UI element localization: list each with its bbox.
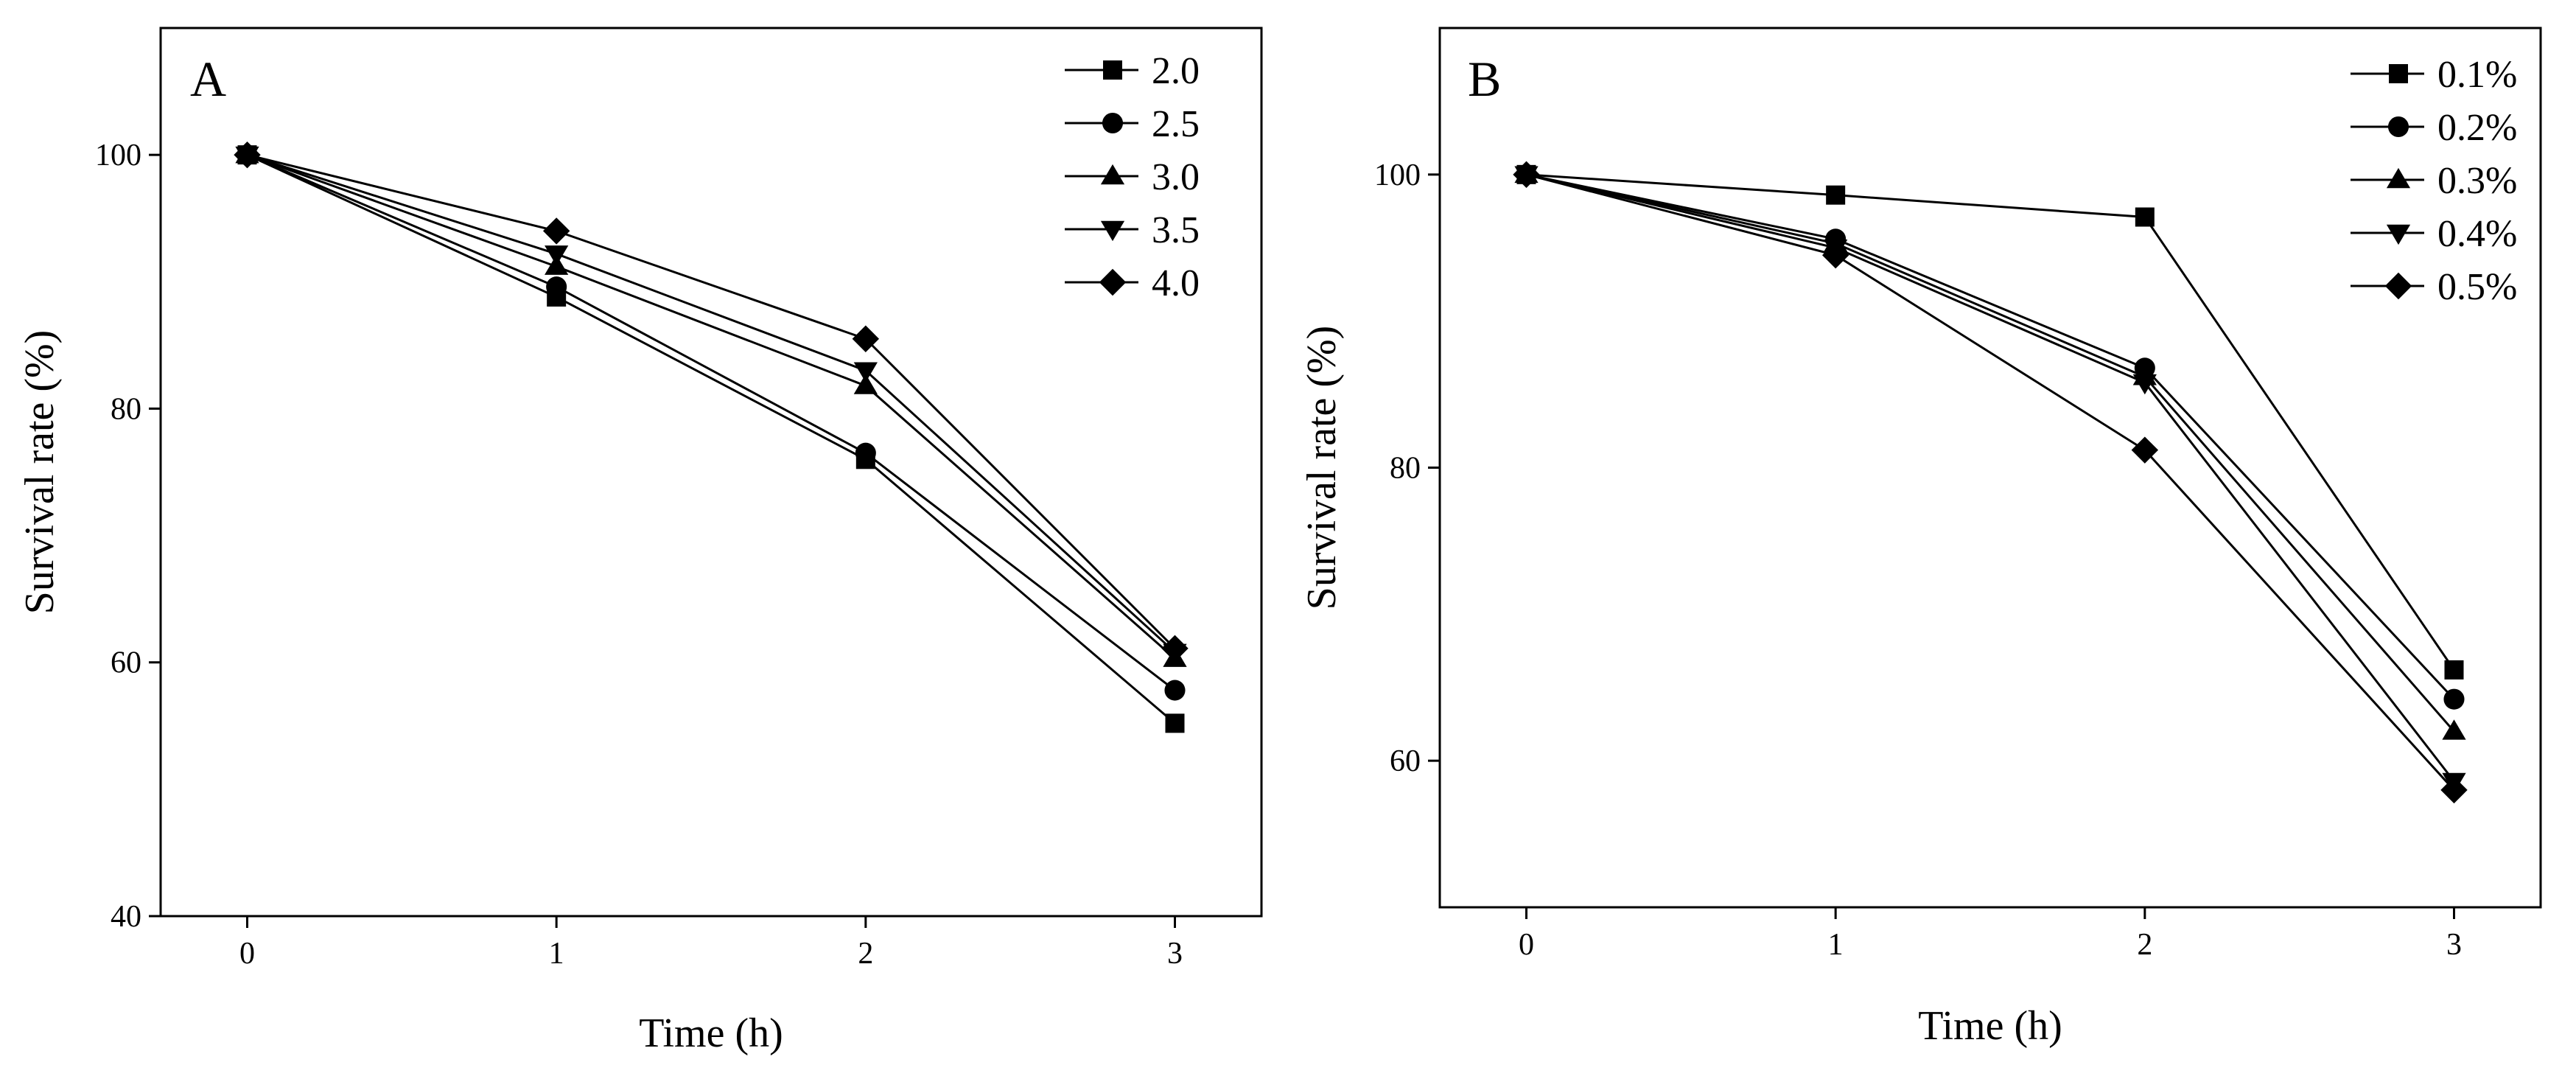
data-point-4-0 (852, 325, 880, 352)
panel-label: B (1468, 51, 1501, 107)
data-point-0-5- (1821, 241, 1849, 269)
series-line-0-4- (1526, 173, 2455, 782)
series-line-0-2- (1526, 173, 2455, 700)
legend-marker (2384, 272, 2412, 300)
data-point-0-5- (2440, 776, 2468, 804)
legend-marker (1102, 112, 1124, 134)
legend-label: 2.5 (1152, 103, 1200, 145)
data-point-0-1- (2135, 207, 2155, 227)
data-point-0-1- (1826, 185, 1846, 205)
data-point-3-0 (853, 374, 878, 394)
series-line-4-0 (247, 153, 1176, 649)
data-point-0-1- (2444, 660, 2464, 680)
data-point-2-5 (546, 276, 567, 298)
y-axis-label: Survival rate (%) (17, 330, 63, 615)
series-line-2-5 (246, 153, 1176, 691)
data-point-3-5 (545, 245, 569, 266)
legend-label: 2.0 (1152, 50, 1200, 92)
legend-marker (2389, 64, 2408, 83)
y-tick-label: 60 (111, 646, 141, 680)
data-point-4-0 (542, 217, 570, 245)
legend-marker (1103, 60, 1122, 80)
legend-marker (2387, 116, 2409, 138)
x-tick-label: 3 (1167, 937, 1183, 971)
data-point-0-4- (2132, 374, 2157, 395)
y-axis-label: Survival rate (%) (1299, 326, 1345, 610)
legend-label: 3.0 (1152, 156, 1200, 198)
legend-label: 0.5% (2437, 266, 2517, 308)
data-point-2-0 (1165, 713, 1185, 733)
data-point-0-5- (1513, 161, 1540, 189)
panel-label: A (190, 51, 226, 107)
x-tick-label: 3 (2446, 928, 2462, 962)
x-axis-label: Time (h) (1918, 1003, 2062, 1049)
y-tick-label: 100 (95, 139, 141, 172)
legend-marker (1100, 220, 1125, 242)
legend-marker (1099, 268, 1127, 296)
data-point-3-5 (853, 362, 878, 383)
data-point-0-2- (2443, 688, 2465, 710)
x-tick-label: 2 (2137, 928, 2152, 962)
data-point-0-3- (2442, 719, 2466, 740)
series-line-3-5 (247, 153, 1176, 654)
series-line-0-1- (1526, 173, 2455, 671)
legend-marker (2386, 167, 2411, 189)
y-tick-label: 80 (111, 392, 141, 426)
y-tick-label: 100 (1374, 158, 1421, 192)
legend-label: 0.2% (2437, 107, 2517, 149)
plot-frame (159, 27, 1263, 918)
panel-a: 0 1 2 3 40 60 80 100 Time (h) Survival rate (%) A 2… (17, 27, 1263, 1056)
x-tick-label: 2 (858, 937, 873, 971)
series-line-0-3- (1526, 173, 2455, 733)
data-point-4-0 (1161, 635, 1189, 662)
data-point-2-5 (1164, 680, 1186, 701)
legend-label: 0.3% (2437, 160, 2517, 202)
y-tick-label: 60 (1390, 744, 1421, 778)
series-line-3-0 (246, 153, 1176, 660)
legend-label: 4.0 (1152, 262, 1200, 304)
series-line-2-0 (246, 153, 1176, 724)
x-tick-label: 1 (1828, 928, 1844, 962)
legend-marker (1100, 164, 1125, 185)
data-point-0-5- (2131, 436, 2159, 464)
legend-label: 0.4% (2437, 213, 2517, 255)
x-tick-label: 0 (239, 937, 255, 971)
x-axis-label: Time (h) (639, 1010, 783, 1056)
y-tick-label: 40 (111, 900, 141, 934)
legend-label: 3.5 (1152, 209, 1200, 251)
data-point-4-0 (234, 141, 261, 169)
series-line-0-5- (1526, 173, 2455, 791)
y-tick-label: 80 (1390, 452, 1421, 486)
x-tick-label: 1 (549, 937, 564, 971)
data-point-2-5 (855, 442, 876, 464)
x-tick-label: 0 (1519, 928, 1534, 962)
panel-b: 0 1 2 3 60 80 100 Time (h) Survival rate (%) B 0.1… (1299, 27, 2542, 1049)
legend-marker (2386, 224, 2411, 245)
legend-label: 0.1% (2437, 54, 2517, 96)
